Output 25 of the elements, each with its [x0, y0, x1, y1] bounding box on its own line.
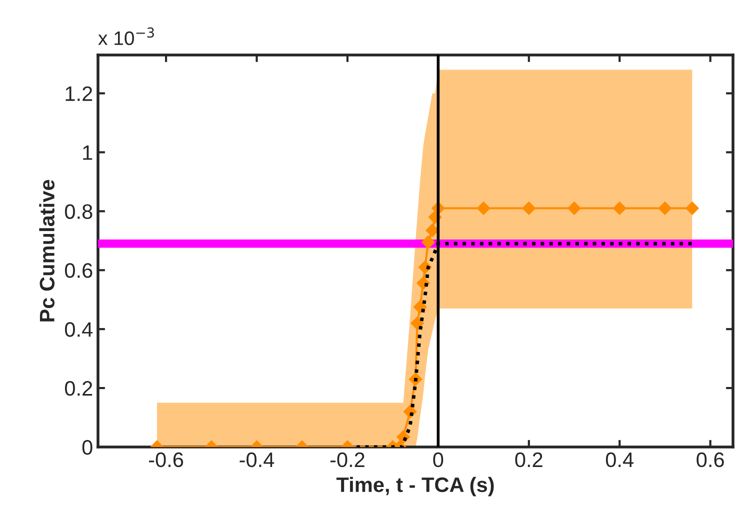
x-tick-label: 0.6	[696, 452, 724, 468]
y-tick-label: 1	[83, 145, 92, 160]
point	[612, 201, 626, 216]
y-axis-title: Pc Cumulative	[39, 180, 55, 322]
point	[476, 201, 490, 216]
x-tick-label: 0.2	[515, 452, 542, 468]
y-tick-label: 0.4	[64, 322, 93, 337]
x-tick-label: -0.6	[149, 452, 184, 468]
x-tick-label: -0.4	[240, 452, 274, 468]
y-tick-label: 0.8	[64, 204, 92, 219]
x-tick-label: 0.4	[606, 452, 634, 468]
point	[567, 201, 582, 216]
x-tick-label: -0.2	[330, 452, 364, 468]
point	[421, 235, 436, 250]
point	[522, 201, 536, 216]
y-tick-label: 1.2	[66, 86, 92, 101]
y-tick-label: 0.6	[64, 263, 92, 278]
x-tick-label: 0	[433, 452, 444, 468]
point	[413, 300, 427, 314]
point	[685, 201, 700, 216]
y-tick-label: 0	[82, 440, 92, 455]
x-axis-title: Time, t - TCA (s)	[336, 476, 494, 496]
text: x 10$^{−3}$	[98, 27, 154, 46]
y-tick-label: 0.2	[64, 381, 92, 396]
point	[658, 201, 672, 216]
